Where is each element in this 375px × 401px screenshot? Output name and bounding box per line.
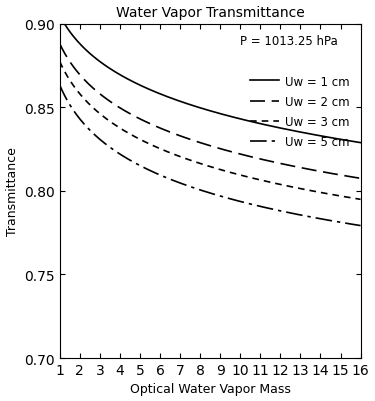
Uw = 5 cm <box>264 206 268 211</box>
Line: Uw = 3 cm: Uw = 3 cm <box>60 62 361 200</box>
Uw = 5 cm <box>297 213 302 218</box>
Uw = 5 cm <box>57 83 62 88</box>
Uw = 1 cm <box>264 123 268 128</box>
Uw = 2 cm <box>264 158 268 163</box>
Uw = 5 cm <box>190 185 195 190</box>
Uw = 1 cm <box>358 141 363 146</box>
Uw = 2 cm <box>297 166 302 170</box>
Uw = 2 cm <box>190 138 195 143</box>
Uw = 1 cm <box>57 14 62 18</box>
Uw = 1 cm <box>292 129 297 134</box>
Y-axis label: Transmittance: Transmittance <box>6 147 18 236</box>
Uw = 5 cm <box>292 212 297 217</box>
Text: P = 1013.25 hPa: P = 1013.25 hPa <box>240 35 338 48</box>
Uw = 5 cm <box>179 182 184 186</box>
Uw = 3 cm <box>88 103 93 108</box>
Uw = 5 cm <box>88 129 93 134</box>
Uw = 1 cm <box>179 100 184 105</box>
Uw = 3 cm <box>179 155 184 160</box>
Uw = 2 cm <box>88 84 93 89</box>
Uw = 2 cm <box>292 164 297 169</box>
Uw = 2 cm <box>358 176 363 181</box>
Line: Uw = 5 cm: Uw = 5 cm <box>60 86 361 226</box>
Uw = 1 cm <box>190 104 195 109</box>
Line: Uw = 1 cm: Uw = 1 cm <box>60 16 361 143</box>
Uw = 1 cm <box>297 130 302 135</box>
Uw = 5 cm <box>358 224 363 229</box>
Legend: Uw = 1 cm, Uw = 2 cm, Uw = 3 cm, Uw = 5 cm: Uw = 1 cm, Uw = 2 cm, Uw = 3 cm, Uw = 5 … <box>245 71 355 153</box>
Line: Uw = 2 cm: Uw = 2 cm <box>60 45 361 179</box>
Uw = 3 cm <box>292 186 297 190</box>
Uw = 3 cm <box>297 186 302 191</box>
Title: Water Vapor Transmittance: Water Vapor Transmittance <box>116 6 305 20</box>
Uw = 2 cm <box>57 42 62 47</box>
Uw = 1 cm <box>88 53 93 57</box>
Uw = 3 cm <box>57 60 62 65</box>
Uw = 3 cm <box>190 159 195 164</box>
Uw = 3 cm <box>264 180 268 184</box>
Uw = 3 cm <box>358 197 363 202</box>
X-axis label: Optical Water Vapor Mass: Optical Water Vapor Mass <box>130 383 291 395</box>
Uw = 2 cm <box>179 135 184 140</box>
